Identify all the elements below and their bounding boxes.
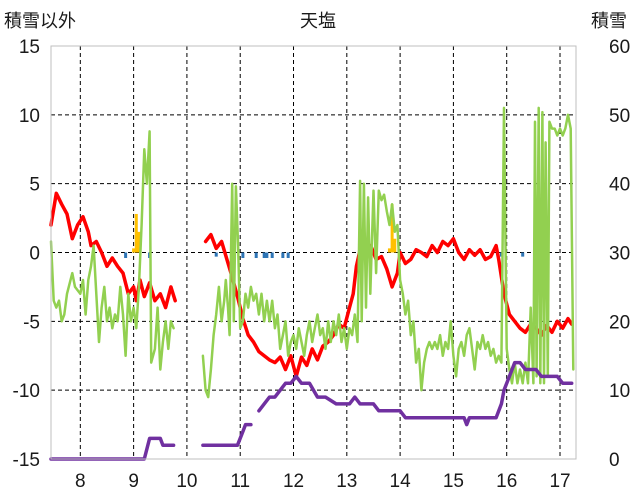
snow-depth-series-line [257, 360, 574, 427]
snow-depth-series-line [201, 422, 253, 447]
grid [51, 46, 576, 459]
x-tick-label: 13 [336, 471, 357, 492]
right-y-tick-label: 50 [609, 106, 630, 127]
x-tick-label: 15 [443, 471, 464, 492]
precipitation-bar [265, 252, 269, 259]
precipitation-bar [281, 252, 285, 259]
precipitation-bar [390, 204, 394, 253]
precipitation-bar [241, 252, 245, 259]
right-y-tick-label: 20 [609, 312, 630, 333]
right-y-tick-label: 0 [609, 450, 620, 471]
right-axis-label: 積雪 [591, 11, 627, 32]
x-tick-label: 12 [283, 471, 304, 492]
right-y-tick-label: 10 [609, 381, 630, 402]
left-y-tick-label: 15 [19, 37, 40, 58]
left-axis-label: 積雪以外 [4, 11, 76, 32]
precipitation-bar [262, 252, 266, 259]
temperature-series-line [203, 232, 574, 379]
left-y-tick-label: 10 [19, 106, 40, 127]
precipitation-bar [393, 238, 397, 253]
precipitation-bar [387, 248, 391, 253]
right-y-tick-label: 40 [609, 175, 630, 196]
x-tick-label: 17 [549, 471, 570, 492]
precipitation-bar [521, 252, 525, 257]
left-y-tick-label: 5 [29, 175, 40, 196]
precipitation-bar [132, 248, 136, 253]
chart-title: 天塩 [300, 11, 336, 32]
precipitation-bar [214, 252, 218, 257]
series-lines [49, 106, 575, 461]
right-y-tick-label: 30 [609, 244, 630, 265]
left-y-tick-label: -15 [13, 450, 40, 471]
precipitation-bar [124, 252, 128, 259]
precipitation-bar [137, 231, 141, 253]
temperature-series-line [49, 191, 177, 310]
plot-frame [50, 45, 577, 460]
green-series-line [201, 106, 575, 399]
left-y-tick-label: 0 [29, 244, 40, 265]
precipitation-bar [134, 213, 138, 253]
x-tick-label: 9 [128, 471, 139, 492]
x-tick-label: 16 [496, 471, 517, 492]
left-y-tick-label: -10 [13, 381, 40, 402]
right-y-tick-label: 60 [609, 37, 630, 58]
x-tick-label: 14 [390, 471, 412, 492]
tick-labels: 8 9 10 11 12 13 14 15 16 17151050-5-10-1560504030… [13, 37, 631, 492]
green-series-line [49, 130, 175, 371]
x-tick-label: 11 [230, 471, 250, 492]
precipitation-bar [286, 252, 290, 259]
x-tick-label: 8 [75, 471, 86, 492]
precipitation-bar [270, 252, 274, 259]
left-y-tick-label: -5 [23, 312, 40, 333]
x-tick-label: 10 [176, 471, 197, 492]
precipitation-bar [254, 252, 258, 259]
